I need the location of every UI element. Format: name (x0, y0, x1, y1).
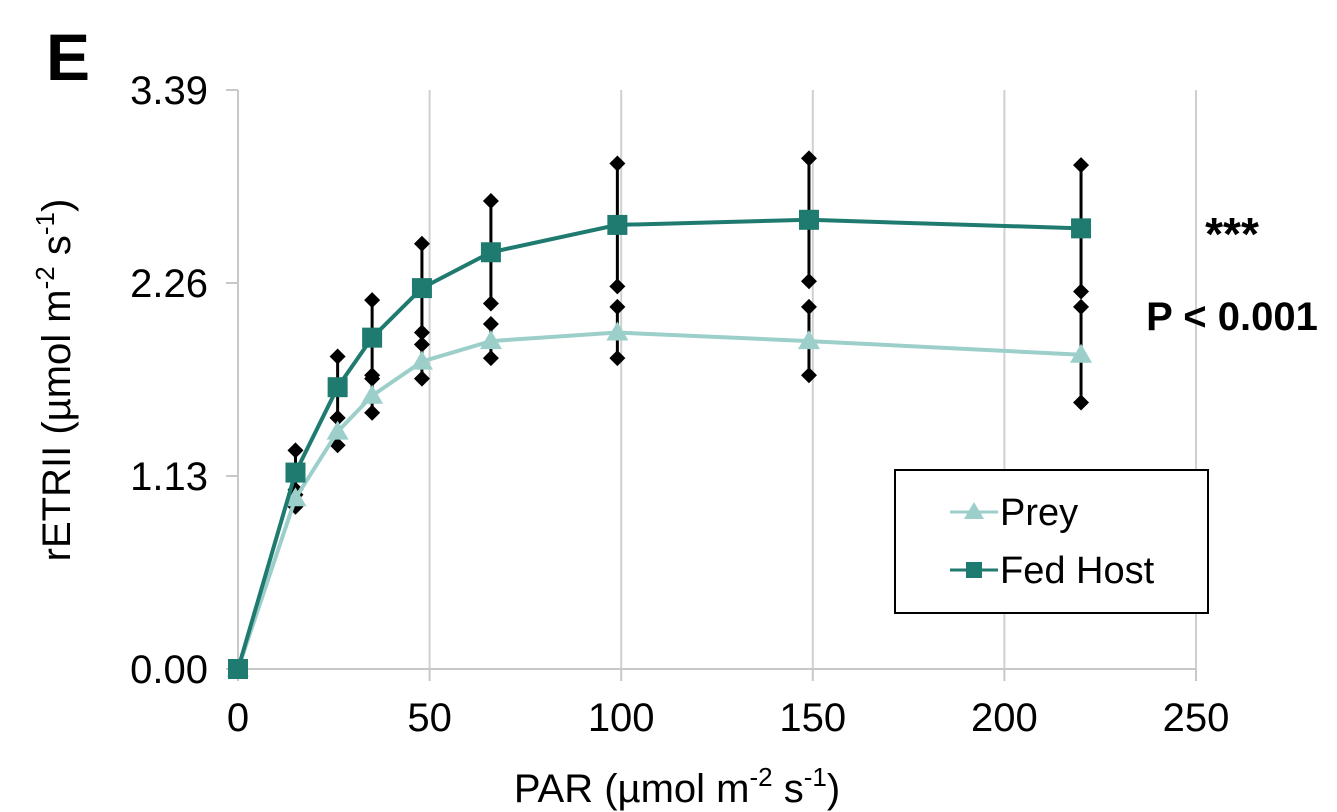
error-bar-cap (609, 155, 626, 172)
error-bar-cap (1073, 157, 1090, 174)
legend-prey-marker (964, 502, 984, 519)
legend-fedhost-label: Fed Host (1000, 550, 1155, 592)
error-bar-cap (413, 336, 430, 353)
error-bar-cap (413, 235, 430, 252)
p-value-label: P < 0.001 (1146, 295, 1318, 339)
error-bar-cap (413, 370, 430, 387)
error-bar-cap (364, 404, 381, 421)
data-point-prey (410, 350, 433, 370)
error-bar-cap (609, 350, 626, 367)
error-bar-cap (482, 315, 499, 332)
data-point-fed-host (411, 278, 432, 299)
error-bar-cap (800, 150, 817, 167)
y-tick-label: 1.13 (130, 455, 208, 499)
y-tick-label: 0.00 (130, 648, 208, 692)
error-bar-cap (364, 367, 381, 384)
error-bar-cap (482, 193, 499, 210)
legend-prey-label: Prey (1000, 492, 1078, 534)
error-bar-cap (482, 350, 499, 367)
data-point-fed-host (327, 377, 348, 398)
error-bar-cap (413, 324, 430, 341)
legend-box (894, 469, 1209, 614)
error-bars-fed-host (287, 150, 1090, 503)
data-point-fed-host (607, 214, 628, 235)
x-axis-title: PAR (µmol m-2 s-1) (514, 762, 840, 811)
error-bar-cap (287, 442, 304, 459)
y-tick-label: 2.26 (130, 262, 208, 306)
data-point-fed-host (228, 659, 248, 679)
error-bar-cap (329, 409, 346, 426)
error-bar-cap (609, 278, 626, 295)
x-tick-label: 250 (1163, 696, 1230, 740)
x-tick-label: 50 (407, 696, 452, 740)
error-bar-cap (1073, 394, 1090, 411)
series-group (227, 150, 1093, 679)
legend-fedhost-marker (966, 562, 982, 578)
error-bar-cap (800, 367, 817, 384)
x-tick-label: 150 (779, 696, 846, 740)
data-point-prey (1070, 343, 1093, 363)
error-bar-cap (800, 298, 817, 315)
data-point-prey (606, 321, 629, 341)
x-tick-label: 100 (588, 696, 655, 740)
y-tick-labels: 0.00 1.13 2.26 3.39 (130, 69, 208, 692)
data-point-fed-host (285, 462, 306, 483)
data-point-prey (361, 384, 384, 404)
data-point-prey (797, 330, 820, 350)
significance-stars: *** (1205, 208, 1259, 260)
x-tick-label: 0 (227, 696, 249, 740)
data-point-fed-host (1071, 218, 1092, 239)
x-tick-label: 200 (971, 696, 1038, 740)
error-bar-cap (800, 273, 817, 290)
data-point-fed-host (480, 242, 501, 263)
legend: Prey Fed Host (894, 469, 1209, 614)
error-bar-cap (1073, 283, 1090, 300)
x-tick-labels: 0 50 100 150 200 250 (227, 696, 1230, 740)
data-point-fed-host (798, 209, 819, 230)
panel-letter: E (46, 20, 90, 94)
error-bar-cap (329, 348, 346, 365)
data-point-prey (479, 330, 502, 350)
error-bar-cap (609, 298, 626, 315)
error-bar-cap (482, 295, 499, 312)
data-point-prey (326, 420, 349, 440)
data-point-fed-host (362, 327, 383, 348)
data-point-prey (284, 487, 307, 507)
y-tick-label: 3.39 (130, 69, 208, 113)
error-bar-cap (364, 292, 381, 309)
y-axis-title: rETRII (µmol m-2 s-1) (30, 199, 79, 562)
error-bar-cap (1073, 298, 1090, 315)
series-fed-host (228, 209, 1092, 679)
